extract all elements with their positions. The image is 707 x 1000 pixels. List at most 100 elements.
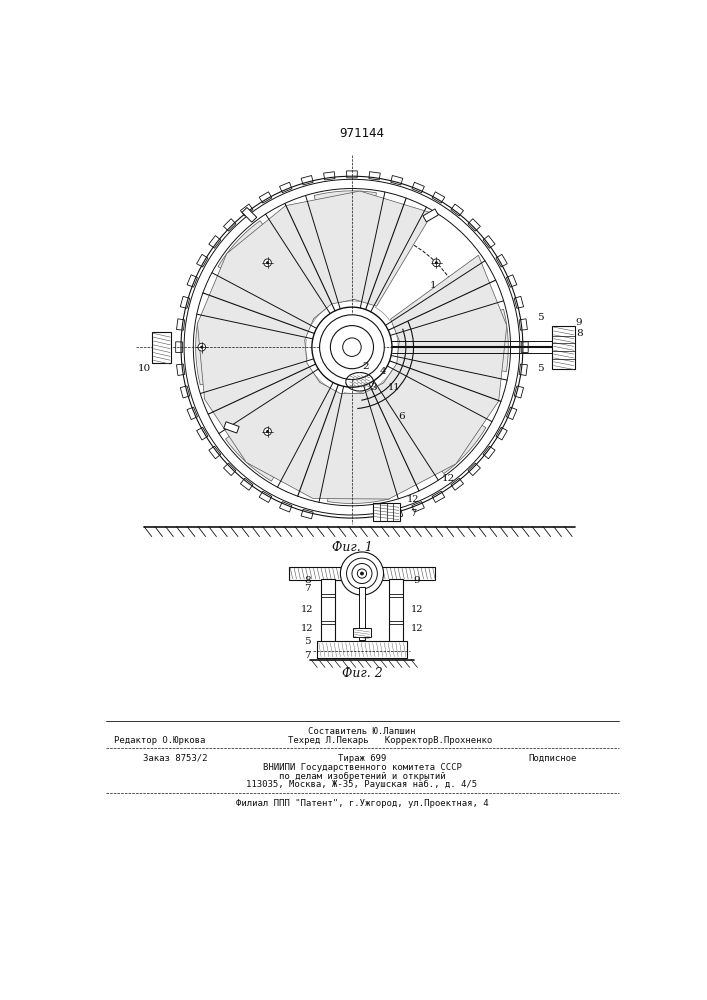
Text: 12: 12 [410,605,423,614]
Polygon shape [391,509,403,519]
Circle shape [346,558,378,589]
Polygon shape [423,209,438,222]
Text: 7: 7 [304,584,310,593]
Polygon shape [468,463,480,476]
Polygon shape [317,641,407,658]
Polygon shape [223,463,236,476]
Polygon shape [152,332,171,363]
Text: 1: 1 [429,281,436,290]
Polygon shape [197,254,208,267]
Polygon shape [432,192,445,203]
Circle shape [264,428,271,435]
Text: 2: 2 [363,362,369,371]
Polygon shape [353,628,371,637]
Polygon shape [373,503,400,521]
Text: 12: 12 [407,495,420,504]
Text: 5: 5 [537,313,544,322]
Polygon shape [177,319,185,330]
Text: ВНИИПИ Государственного комитета СССР: ВНИИПИ Государственного комитета СССР [262,763,462,772]
Polygon shape [321,579,335,647]
Polygon shape [506,407,517,420]
Text: Тираж 699: Тираж 699 [338,754,386,763]
Circle shape [264,259,271,267]
Circle shape [201,346,203,348]
Polygon shape [209,446,221,459]
Polygon shape [223,422,239,433]
Text: 6: 6 [399,412,405,421]
Polygon shape [519,364,527,375]
Circle shape [361,572,363,575]
Polygon shape [223,219,236,231]
Polygon shape [389,579,403,647]
Text: по делам изобретений и открытий: по делам изобретений и открытий [279,771,445,781]
Polygon shape [209,236,221,248]
Polygon shape [196,323,305,385]
Polygon shape [324,172,335,180]
Text: 8: 8 [575,329,583,338]
Text: Редактор О.Юркова: Редактор О.Юркова [114,736,205,745]
Text: 12: 12 [301,605,313,614]
Text: Филиал ППП "Патент", г.Ужгород, ул.Проектная, 4: Филиал ППП "Патент", г.Ужгород, ул.Проек… [235,799,489,808]
Circle shape [267,430,269,433]
Polygon shape [432,491,445,502]
Circle shape [320,315,385,379]
Text: 9: 9 [414,576,420,585]
Polygon shape [259,192,271,203]
Polygon shape [242,207,257,222]
Polygon shape [519,319,527,330]
Polygon shape [187,407,197,420]
Text: 3: 3 [370,383,377,392]
Text: 12: 12 [301,624,313,633]
Circle shape [357,569,366,578]
Circle shape [169,164,535,530]
Polygon shape [187,275,197,287]
Polygon shape [398,309,508,372]
Circle shape [433,259,440,267]
Text: 9: 9 [575,318,583,327]
Polygon shape [240,204,253,216]
Text: 12: 12 [442,474,455,483]
Text: 5: 5 [304,637,310,646]
Text: Фиг. 2: Фиг. 2 [341,667,382,680]
Polygon shape [412,182,424,193]
Polygon shape [380,372,486,474]
Circle shape [352,564,372,584]
Text: 11: 11 [388,383,401,392]
Polygon shape [506,275,517,287]
Polygon shape [451,204,464,216]
Circle shape [340,552,383,595]
Polygon shape [176,342,182,353]
Polygon shape [327,393,390,503]
Text: 12: 12 [410,624,423,633]
Polygon shape [301,176,313,185]
Polygon shape [314,191,376,301]
Polygon shape [514,386,524,398]
Polygon shape [359,587,365,640]
Polygon shape [226,375,327,481]
Polygon shape [369,172,380,180]
Polygon shape [496,427,507,440]
Text: 7: 7 [304,651,310,660]
Circle shape [267,262,269,264]
Polygon shape [552,326,575,369]
Text: 5: 5 [537,364,544,373]
Text: 10: 10 [137,364,151,373]
Polygon shape [240,478,253,490]
Text: Подписное: Подписное [528,754,576,763]
Text: Заказ 8753/2: Заказ 8753/2 [143,754,207,763]
Polygon shape [483,236,495,248]
Polygon shape [496,254,507,267]
Polygon shape [180,386,189,398]
Polygon shape [451,478,464,490]
Polygon shape [177,364,185,375]
Circle shape [198,343,206,351]
Polygon shape [279,502,292,512]
Text: 8: 8 [304,576,310,585]
Polygon shape [301,509,313,519]
Polygon shape [412,502,424,512]
Text: Фиг. 1: Фиг. 1 [332,541,373,554]
Polygon shape [197,191,507,499]
Polygon shape [468,219,480,231]
Text: 113035, Москва, Ж-35, Раушская наб., д. 4/5: 113035, Москва, Ж-35, Раушская наб., д. … [247,780,477,789]
Polygon shape [259,491,271,502]
